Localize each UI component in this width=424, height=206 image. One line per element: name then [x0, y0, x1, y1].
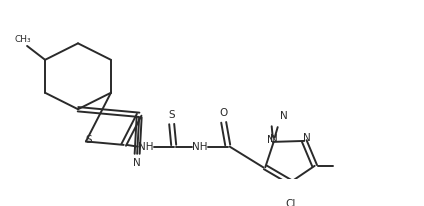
Text: N: N [303, 133, 311, 143]
Text: Cl: Cl [285, 199, 296, 206]
Text: CH₃: CH₃ [15, 35, 31, 43]
Text: N: N [133, 158, 141, 168]
Text: N: N [270, 134, 278, 144]
Text: NH: NH [138, 142, 153, 152]
Text: N: N [267, 135, 275, 145]
Text: S: S [86, 135, 92, 145]
Text: N: N [280, 111, 287, 121]
Text: NH: NH [192, 142, 207, 152]
Text: S: S [168, 110, 175, 121]
Text: O: O [220, 108, 228, 118]
